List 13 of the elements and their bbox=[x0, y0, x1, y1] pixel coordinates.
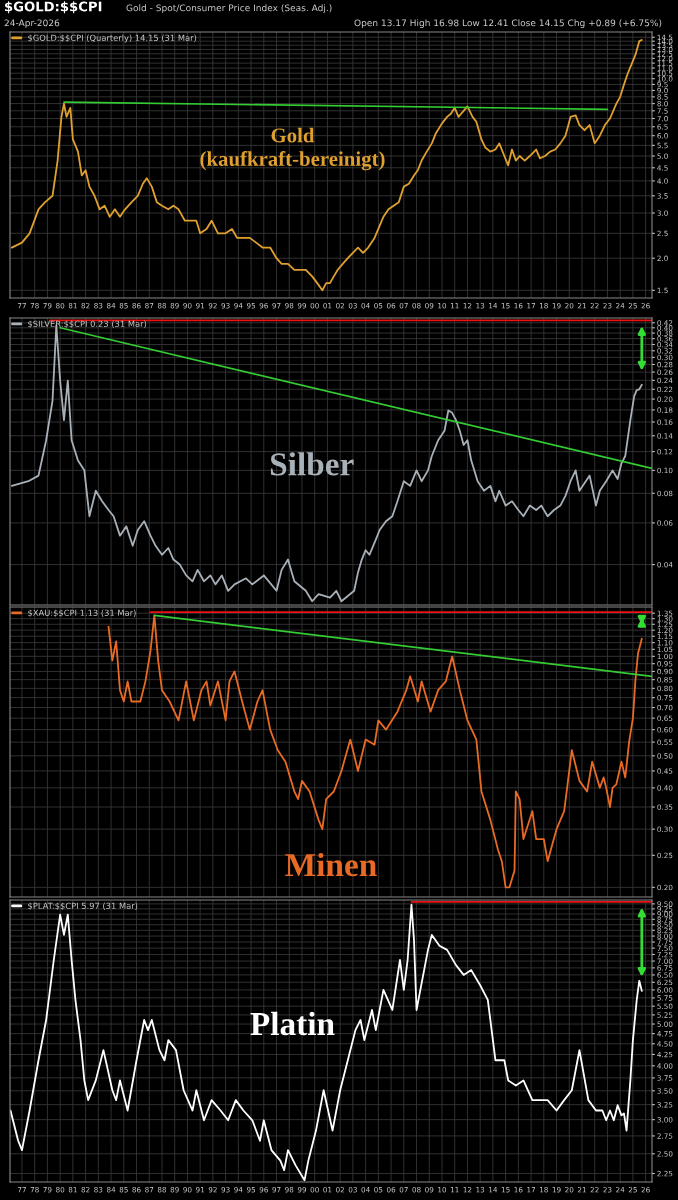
legend-label: $XAU:$$CPI 1.13 (31 Mar) bbox=[28, 609, 136, 618]
annotation: Silber bbox=[270, 452, 354, 476]
annotation: Gold (kaufkraft-bereinigt) bbox=[200, 127, 385, 171]
line-series bbox=[10, 903, 643, 1182]
text: Open 13.17 High 16.98 Low 12.41 Close 14.15 Chg +0.89 (+6.75%) bbox=[354, 19, 662, 28]
legend-label: $SILVER:$$CPI 0.23 (31 Mar) bbox=[28, 320, 147, 329]
annotation: Platin bbox=[250, 1011, 335, 1036]
chart-subtitle: Gold - Spot/Consumer Price Index (Seas. Adj.) bbox=[126, 4, 332, 13]
annotation: Minen bbox=[285, 852, 377, 877]
text: 24-Apr-2026 bbox=[4, 19, 60, 28]
legend-label: $GOLD:$$CPI (Quarterly) 14.15 (31 Mar) bbox=[28, 34, 197, 43]
legend-label: $PLAT:$$CPI 5.97 (31 Mar) bbox=[28, 902, 138, 911]
chart-title: $GOLD:$$CPI bbox=[5, 1, 102, 14]
